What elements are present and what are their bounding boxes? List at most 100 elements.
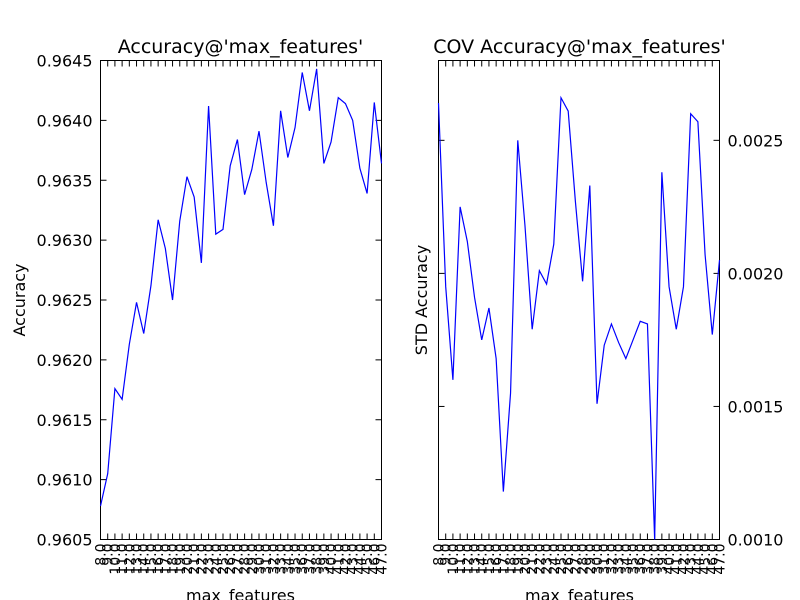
std-accuracy-xtick-label: 8.0 (432, 544, 448, 566)
accuracy-xtick-label: 45.0 (360, 544, 376, 575)
accuracy-xtick-label: 11.0 (115, 544, 131, 575)
std-accuracy-xtick-label: 31.0 (597, 544, 613, 575)
std-accuracy-xtick-label: 15.0 (482, 544, 498, 575)
std-accuracy-chart: COV Accuracy@'max_features' 0.0010 0.0015… (412, 36, 783, 600)
accuracy-xtick-label: 32.0 (266, 544, 282, 575)
accuracy-xtick-label: 35.0 (288, 544, 304, 575)
std-accuracy-x-axis-label: max_features (525, 586, 634, 600)
accuracy-xtick-label: 19.0 (173, 544, 189, 575)
std-accuracy-y-axis-label: STD Accuracy (412, 245, 431, 355)
std-accuracy-series-line (437, 95, 721, 540)
accuracy-ytick-label: 0.9630 (37, 231, 93, 250)
accuracy-xtick-label: 31.0 (259, 544, 275, 575)
accuracy-ytick-label: 0.9610 (37, 471, 93, 490)
accuracy-xtick-label: 8.0 (94, 544, 110, 566)
accuracy-xtick-label: 33.0 (274, 544, 290, 575)
accuracy-xtick-label: 29.0 (245, 544, 261, 575)
std-accuracy-xtick-label: 19.0 (511, 544, 527, 575)
std-accuracy-xtick-label: 45.0 (698, 544, 714, 575)
accuracy-xtick-label: 28.0 (238, 544, 254, 575)
accuracy-x-axis: 8.09.010.011.012.013.014.015.016.017.018… (94, 60, 391, 575)
std-accuracy-xtick-label: 13.0 (468, 544, 484, 575)
accuracy-xtick-label: 34.0 (281, 544, 297, 575)
accuracy-xtick-label: 30.0 (252, 544, 268, 575)
std-accuracy-xtick-label: 18.0 (504, 544, 520, 575)
accuracy-xtick-label: 15.0 (144, 544, 160, 575)
std-accuracy-xtick-label: 22.0 (532, 544, 548, 575)
accuracy-xtick-label: 12.0 (122, 544, 138, 575)
std-accuracy-plot-frame (438, 60, 720, 540)
std-accuracy-xtick-label: 24.0 (547, 544, 563, 575)
accuracy-xtick-label: 9.0 (101, 544, 117, 566)
accuracy-xtick-label: 46.0 (367, 544, 383, 575)
std-accuracy-xtick-label: 10.0 (446, 544, 462, 575)
accuracy-xtick-label: 17.0 (158, 544, 174, 575)
std-accuracy-xtick-label: 21.0 (525, 544, 541, 575)
std-accuracy-xtick-label: 36.0 (633, 544, 649, 575)
std-accuracy-xtick-label: 29.0 (583, 544, 599, 575)
accuracy-ytick-label: 0.9615 (37, 411, 93, 430)
std-accuracy-xtick-label: 42.0 (676, 544, 692, 575)
accuracy-y-axis-label: Accuracy (10, 263, 29, 336)
accuracy-xtick-label: 24.0 (209, 544, 225, 575)
std-accuracy-xtick-label: 33.0 (612, 544, 628, 575)
accuracy-xtick-label: 14.0 (137, 544, 153, 575)
accuracy-xtick-label: 26.0 (223, 544, 239, 575)
accuracy-ytick-label: 0.9645 (37, 52, 93, 71)
std-accuracy-xtick-label: 44.0 (691, 544, 707, 575)
accuracy-ytick-label: 0.9635 (37, 171, 93, 190)
accuracy-chart: Accuracy@'max_features' 0.9605 0.9610 0.96… (10, 36, 391, 600)
std-accuracy-ytick-label: 0.0010 (728, 531, 784, 550)
std-accuracy-ytick-label: 0.0025 (728, 131, 784, 150)
std-accuracy-xtick-label: 23.0 (540, 544, 556, 575)
accuracy-xtick-label: 20.0 (180, 544, 196, 575)
std-accuracy-xtick-label: 39.0 (655, 544, 671, 575)
std-accuracy-xtick-label: 41.0 (669, 544, 685, 575)
accuracy-xtick-label: 16.0 (151, 544, 167, 575)
std-accuracy-xtick-label: 47.0 (713, 544, 729, 575)
std-accuracy-xtick-label: 28.0 (576, 544, 592, 575)
std-accuracy-xtick-label: 14.0 (475, 544, 491, 575)
std-accuracy-xtick-label: 12.0 (460, 544, 476, 575)
accuracy-x-axis-label: max_features (186, 586, 295, 600)
accuracy-series-line (99, 68, 383, 507)
accuracy-chart-title: Accuracy@'max_features' (118, 36, 364, 58)
std-accuracy-xtick-label: 9.0 (439, 544, 455, 566)
accuracy-xtick-label: 36.0 (295, 544, 311, 575)
std-accuracy-chart-title: COV Accuracy@'max_features' (433, 36, 726, 58)
std-accuracy-y-axis: 0.0010 0.0015 0.0020 0.0025 (438, 131, 784, 550)
std-accuracy-xtick-label: 46.0 (705, 544, 721, 575)
accuracy-xtick-label: 18.0 (166, 544, 182, 575)
std-accuracy-xtick-label: 17.0 (496, 544, 512, 575)
std-accuracy-xtick-label: 26.0 (561, 544, 577, 575)
accuracy-ytick-label: 0.9605 (37, 531, 93, 550)
std-accuracy-xtick-label: 11.0 (453, 544, 469, 575)
accuracy-xtick-label: 10.0 (108, 544, 124, 575)
accuracy-xtick-label: 43.0 (346, 544, 362, 575)
std-accuracy-xtick-label: 35.0 (626, 544, 642, 575)
accuracy-xtick-label: 44.0 (353, 544, 369, 575)
accuracy-xtick-label: 38.0 (310, 544, 326, 575)
std-accuracy-x-axis: 8.09.010.011.012.013.014.015.016.017.018… (432, 60, 729, 575)
std-accuracy-ytick-label: 0.0015 (728, 397, 784, 416)
accuracy-xtick-label: 21.0 (187, 544, 203, 575)
accuracy-xtick-label: 40.0 (324, 544, 340, 575)
std-accuracy-xtick-label: 37.0 (640, 544, 656, 575)
std-accuracy-xtick-label: 27.0 (568, 544, 584, 575)
accuracy-xtick-label: 47.0 (375, 544, 391, 575)
accuracy-xtick-label: 39.0 (317, 544, 333, 575)
std-accuracy-xtick-label: 25.0 (554, 544, 570, 575)
accuracy-xtick-label: 22.0 (194, 544, 210, 575)
accuracy-xtick-label: 25.0 (216, 544, 232, 575)
std-accuracy-xtick-label: 34.0 (619, 544, 635, 575)
std-accuracy-xtick-label: 38.0 (648, 544, 664, 575)
accuracy-xtick-label: 13.0 (130, 544, 146, 575)
accuracy-xtick-label: 27.0 (230, 544, 246, 575)
accuracy-xtick-label: 41.0 (331, 544, 347, 575)
std-accuracy-xtick-label: 20.0 (518, 544, 534, 575)
accuracy-xtick-label: 23.0 (202, 544, 218, 575)
accuracy-ytick-label: 0.9620 (37, 351, 93, 370)
std-accuracy-xtick-label: 30.0 (590, 544, 606, 575)
